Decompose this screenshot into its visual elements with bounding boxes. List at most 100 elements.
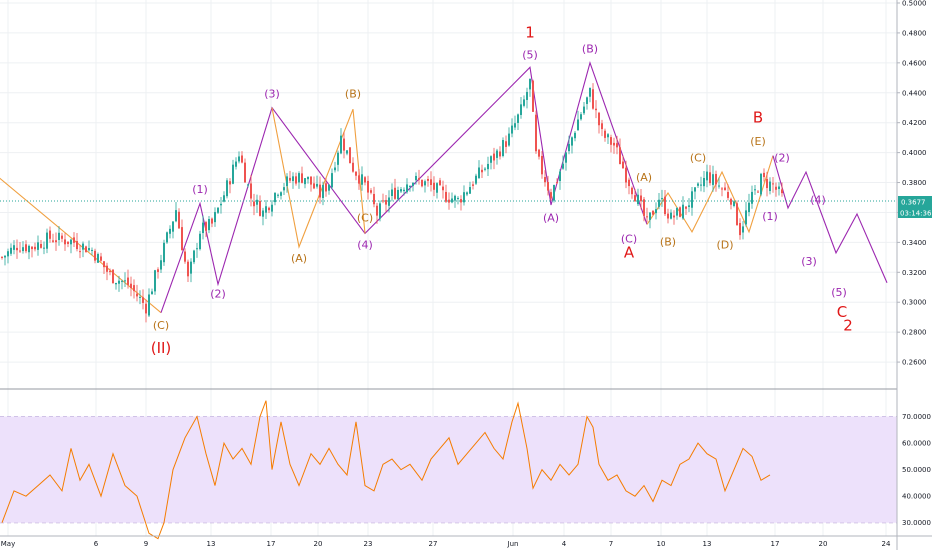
wave-label: (4) (357, 238, 373, 251)
candle-body (406, 184, 408, 193)
candle-body (745, 210, 747, 225)
candle-body (292, 176, 294, 182)
candle-body (559, 171, 561, 182)
candle-body (76, 241, 78, 250)
wave-label: (A) (291, 252, 307, 265)
candle-body (118, 280, 120, 284)
wave-label: (B) (345, 87, 361, 100)
candle-body (490, 156, 492, 163)
candle-body (586, 97, 588, 104)
candle-body (34, 246, 36, 250)
candle-body (736, 203, 738, 226)
wave-label: 2 (843, 317, 853, 335)
candle-body (103, 261, 105, 268)
candle-body (268, 207, 270, 211)
time-tick-label: Jun (507, 540, 519, 548)
candle-body (91, 249, 93, 251)
candle-body (16, 247, 18, 251)
time-tick-label: 17 (771, 540, 780, 548)
rsi-tick-label: 50.0000 (902, 466, 931, 474)
candle-body (616, 143, 618, 148)
candle-body (379, 203, 381, 219)
candle-body (667, 213, 669, 219)
candle-body (418, 178, 420, 180)
candle-body (652, 210, 654, 215)
rsi-axis[interactable]: 70.0000 60.0000 50.0000 40.0000 30.0000 (902, 413, 931, 527)
candle-body (469, 187, 471, 194)
candle-body (148, 294, 150, 316)
time-tick-label: 13 (207, 540, 216, 548)
candle-body (505, 141, 507, 147)
time-tick-label: 24 (882, 540, 891, 548)
candle-body (73, 237, 75, 243)
candle-body (238, 156, 240, 162)
candle-body (205, 222, 207, 231)
candle-body (283, 187, 285, 191)
candle-body (193, 250, 195, 263)
candle-body (307, 176, 309, 180)
candle-body (127, 277, 129, 285)
wave-label: (2) (210, 288, 226, 301)
candle-body (22, 247, 24, 252)
candle-body (664, 196, 666, 215)
candle-body (496, 150, 498, 158)
candle-body (163, 242, 165, 263)
candle-body (625, 167, 627, 183)
candle-body (337, 152, 339, 165)
time-tick-label: 20 (314, 540, 323, 548)
candle-body (70, 239, 72, 245)
candle-body (556, 182, 558, 184)
candle-body (571, 137, 573, 146)
candle-body (94, 250, 96, 261)
candle-body (463, 192, 465, 203)
candle-body (598, 112, 600, 126)
candle-body (781, 189, 783, 194)
price-tag: 0.3677 03:14:36 (898, 196, 932, 218)
candle-body (658, 199, 660, 207)
candle-body (481, 169, 483, 173)
candle-body (640, 195, 642, 202)
candle-body (553, 184, 555, 201)
time-tick-label: 27 (429, 540, 438, 548)
candle-body (355, 171, 357, 176)
price-tag-bg (898, 196, 932, 207)
time-tick-label: May (1, 540, 15, 548)
candle-body (511, 125, 513, 134)
candle-body (46, 232, 48, 249)
candle-body (313, 183, 315, 189)
candle-body (58, 232, 60, 241)
candle-body (523, 99, 525, 106)
candle-body (451, 198, 453, 203)
candle-body (568, 143, 570, 152)
candle-body (172, 221, 174, 232)
candle-body (382, 200, 384, 202)
candle-body (130, 283, 132, 289)
time-tick-label: 9 (144, 540, 148, 548)
candle-body (709, 172, 711, 184)
candle-body (676, 207, 678, 216)
candle-body (508, 133, 510, 146)
candle-body (649, 212, 651, 220)
candle-body (82, 243, 84, 250)
candle-body (610, 137, 612, 145)
price-tick-label: 0.3800 (902, 179, 927, 187)
candle-body (184, 251, 186, 262)
candle-body (109, 270, 111, 273)
price-tick-label: 0.3000 (902, 299, 927, 307)
wave-label: (II) (151, 339, 172, 357)
price-axis[interactable]: 0.5000 0.4800 0.4600 0.4400 0.4200 0.4000 0.38… (897, 0, 927, 367)
candle-body (214, 212, 216, 223)
price-tick-label: 0.2800 (902, 329, 927, 337)
time-axis[interactable]: May 6 9 13 17 20 23 27 Jun 4 7 10 13 17 20 24 (1, 540, 891, 548)
price-tick-label: 0.5000 (902, 0, 927, 8)
time-tick-label: 6 (94, 540, 99, 548)
candle-body (259, 200, 261, 216)
candle-body (256, 199, 258, 205)
candle-body (691, 191, 693, 208)
time-tick-label: 17 (267, 540, 276, 548)
wave-label: (5) (831, 286, 847, 299)
price-tick-label: 0.4400 (902, 89, 927, 97)
candle-body (310, 176, 312, 185)
candle-body (112, 269, 114, 284)
